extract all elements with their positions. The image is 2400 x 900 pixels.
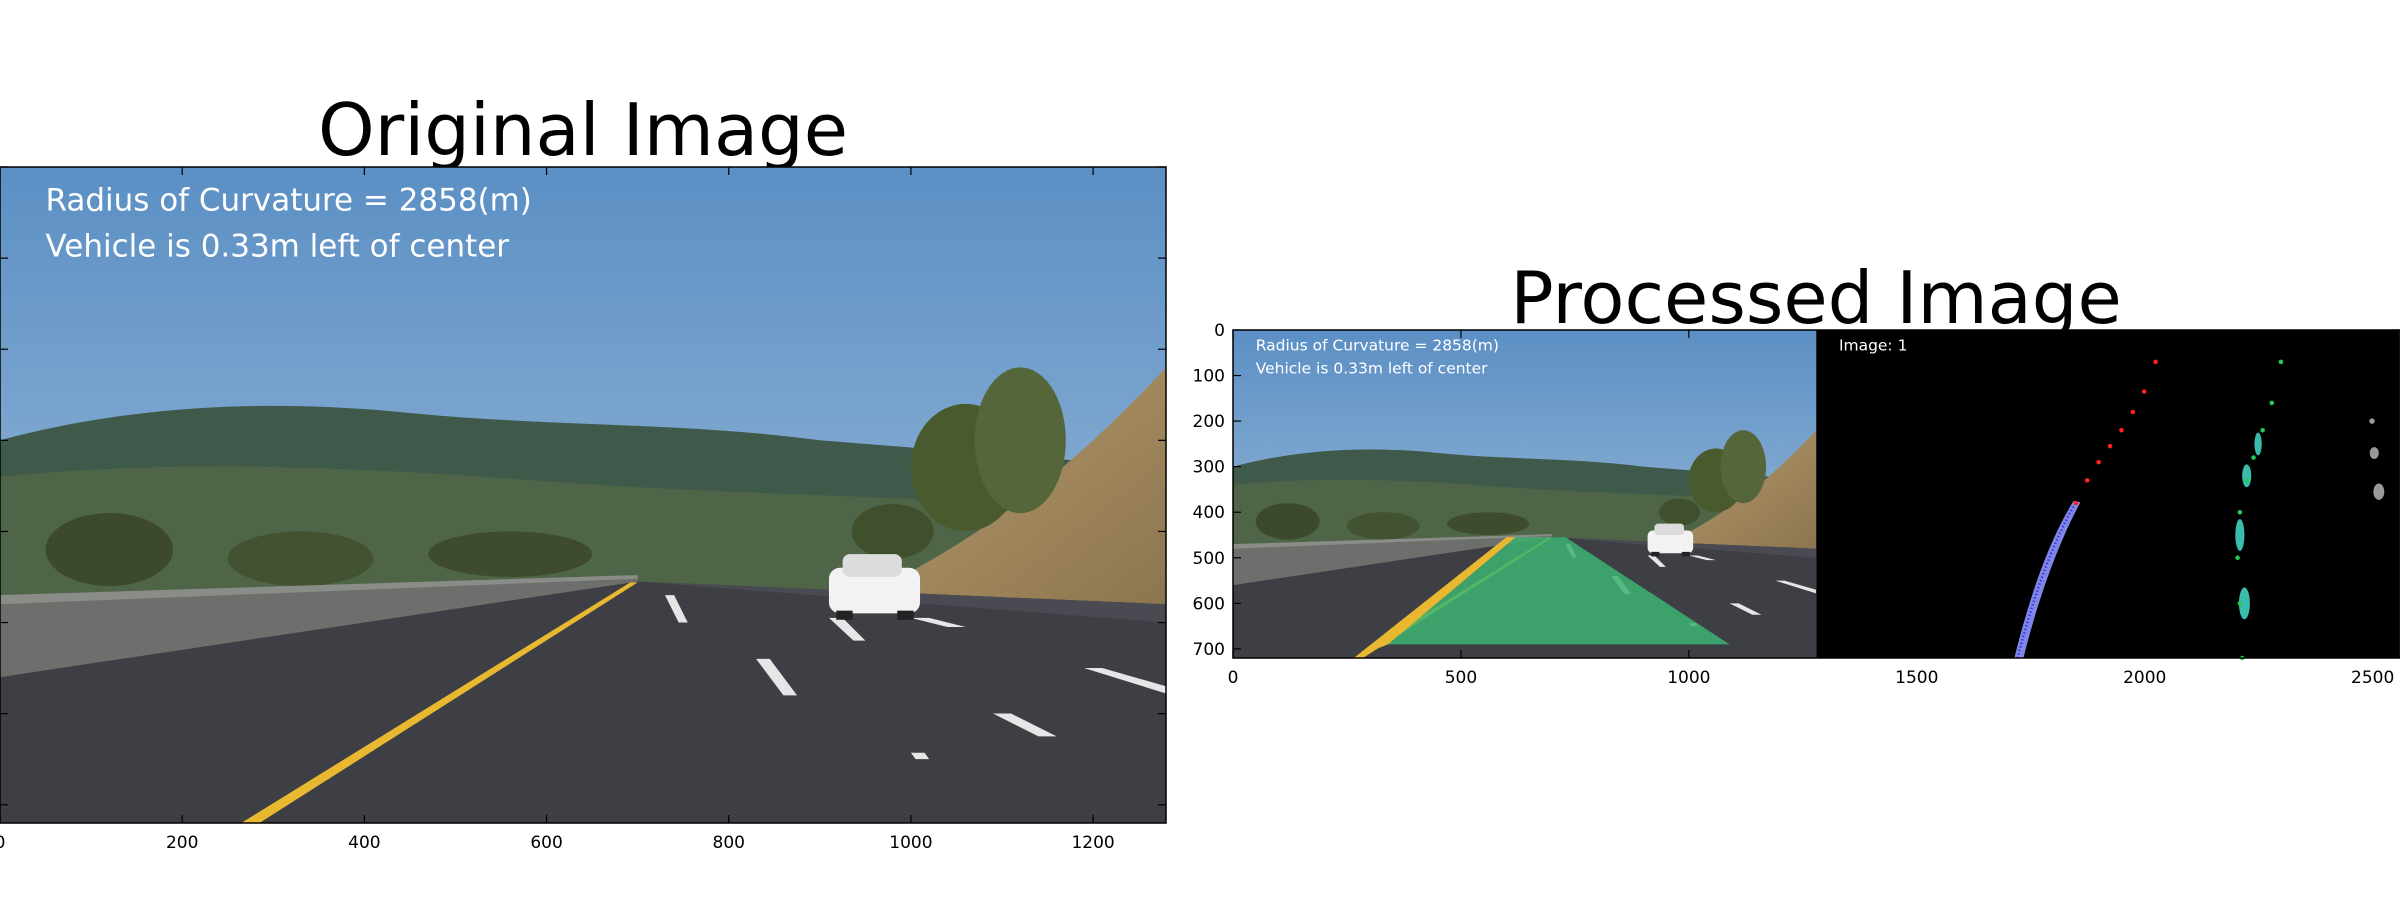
left-fit-point	[2141, 389, 2147, 394]
lane-fit-points	[2073, 359, 2284, 661]
processed-curvature-text: Radius of Curvature = 2858(m)	[1256, 337, 1499, 355]
birdseye-panel	[1816, 330, 2400, 659]
left-fit-point	[2130, 409, 2136, 415]
right-fit-point	[2278, 359, 2284, 365]
x-tick-label: 0	[1228, 668, 1239, 688]
y-tick-label: 600	[1193, 594, 1225, 614]
right-fit-point	[2237, 601, 2243, 606]
processed-axes-frame	[1232, 329, 2400, 659]
left-lane-pixels	[2014, 500, 2081, 659]
original-curvature-text: Radius of Curvature = 2858(m)	[46, 183, 532, 219]
y-tick-label: 100	[1193, 367, 1225, 387]
y-tick-label: 0	[1214, 321, 1225, 341]
processed-offset-text: Vehicle is 0.33m left of center	[1256, 359, 1488, 377]
right-fit-point	[2269, 400, 2275, 406]
right-fit-point	[2251, 455, 2256, 460]
original-image-title: Original Image	[318, 88, 848, 172]
lane-fill	[1387, 537, 1730, 645]
x-tick-label: 1500	[1895, 668, 1938, 688]
right-fit-point	[2235, 555, 2240, 561]
original-axis-ticks: 0 200 400 600 800 1000 1200	[0, 166, 1166, 853]
right-fit-point	[2237, 509, 2243, 515]
x-tick-label: 600	[530, 833, 562, 853]
x-tick-label: 1000	[1667, 668, 1710, 688]
x-tick-label: 2000	[2123, 668, 2166, 688]
left-fit-point	[2107, 443, 2113, 449]
x-tick-label: 400	[348, 833, 380, 853]
y-tick-label: 700	[1193, 640, 1225, 660]
left-fit-point	[2119, 427, 2124, 433]
original-image: Radius of Curvature = 2858(m) Vehicle is…	[0, 167, 1166, 823]
left-fit-point	[2096, 459, 2101, 465]
x-tick-label: 2500	[2351, 668, 2394, 688]
x-tick-label: 800	[713, 833, 745, 853]
x-tick-label: 500	[1445, 668, 1477, 688]
left-fit-point	[2153, 359, 2158, 365]
x-tick-label: 1000	[889, 833, 932, 853]
right-fit-point	[2244, 478, 2249, 483]
x-tick-label: 1200	[1071, 833, 1114, 853]
image-index-text: Image: 1	[1839, 337, 1908, 355]
y-tick-label: 500	[1193, 549, 1225, 569]
original-offset-text: Vehicle is 0.33m left of center	[46, 228, 510, 264]
x-tick-label: 200	[166, 833, 198, 853]
y-tick-label: 400	[1193, 503, 1225, 523]
y-tick-label: 300	[1193, 458, 1225, 478]
left-fit-point	[2073, 500, 2079, 506]
right-fit-point	[2260, 427, 2265, 433]
processed-image: Radius of Curvature = 2858(m) Vehicle is…	[1233, 330, 2400, 661]
left-fit-point	[2084, 478, 2090, 483]
original-axes-frame	[0, 166, 1167, 824]
processed-image-title: Processed Image	[1510, 256, 2122, 340]
processed-axis-ticks: 0 500 1000 1500 2000 2500 0 100 200 300 400 500 600 7…	[1193, 321, 2400, 688]
x-tick-label: 0	[0, 833, 5, 853]
y-tick-label: 200	[1193, 412, 1225, 432]
